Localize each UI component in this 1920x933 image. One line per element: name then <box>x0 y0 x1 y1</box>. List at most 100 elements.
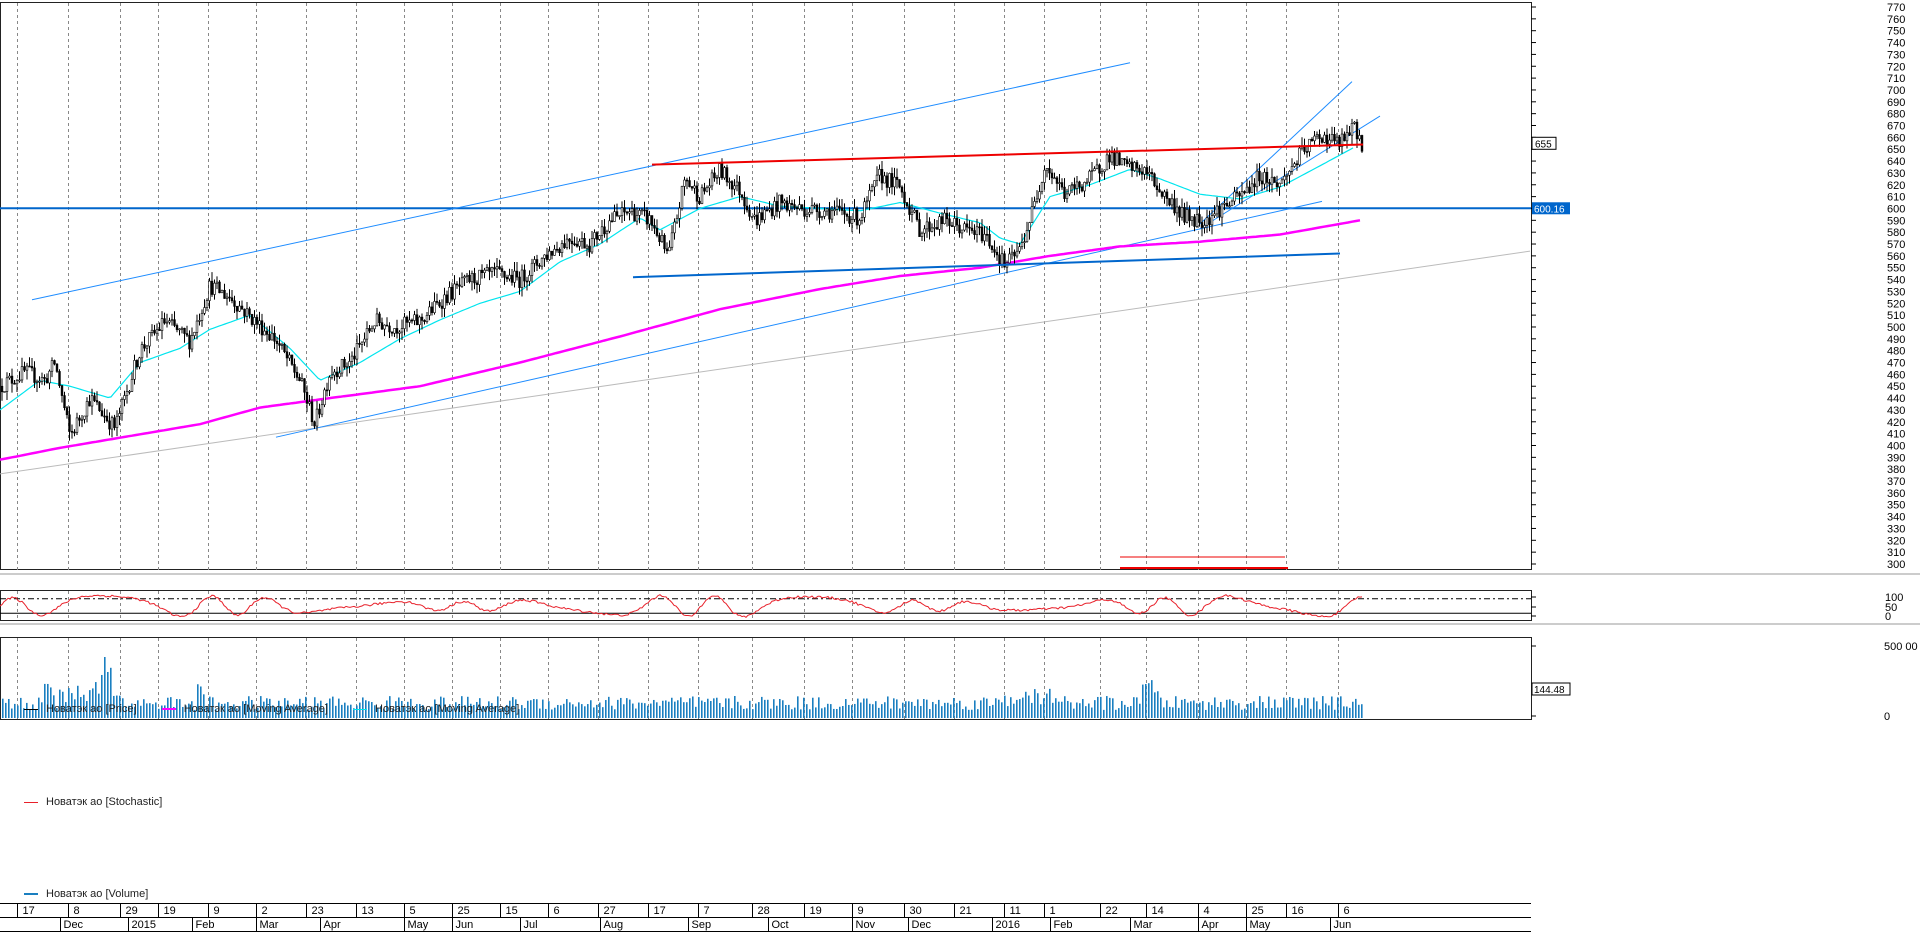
candle <box>58 369 61 388</box>
candle <box>1348 126 1351 136</box>
candle <box>968 220 971 236</box>
candle-body <box>935 227 939 230</box>
candle-body <box>1215 205 1219 215</box>
candle-body <box>683 179 686 187</box>
volume-bar <box>1298 698 1300 718</box>
candle-body <box>653 225 656 229</box>
candle <box>1238 191 1241 204</box>
volume-bar <box>512 697 514 718</box>
candle <box>693 180 696 194</box>
candle-body <box>1095 164 1099 169</box>
candle-body <box>1348 132 1351 136</box>
volume-bar <box>638 702 640 718</box>
volume-bar <box>1307 698 1309 718</box>
candle-body <box>758 212 761 226</box>
candle <box>780 193 784 211</box>
volume-bar <box>1229 699 1231 718</box>
candle <box>125 384 129 404</box>
candle-body <box>270 332 274 341</box>
candle <box>135 359 139 370</box>
candle-body <box>450 286 454 300</box>
candle-body <box>1290 166 1294 172</box>
candle-body <box>1273 176 1276 183</box>
y-tick-label: 420 <box>1887 417 1905 429</box>
volume-bar <box>1331 696 1333 718</box>
candle <box>143 336 146 352</box>
candle <box>490 266 494 278</box>
candle-body <box>1080 186 1084 192</box>
candle <box>538 263 541 269</box>
candle <box>33 361 36 389</box>
y-tick-label: 700 <box>1887 85 1905 97</box>
price-panel[interactable] <box>0 62 1531 569</box>
candle <box>925 212 929 238</box>
candle-body <box>488 267 491 272</box>
candle <box>295 366 299 381</box>
candle-body <box>1343 133 1346 142</box>
candle <box>1048 159 1051 180</box>
candle-body <box>1350 123 1354 136</box>
candle <box>1263 168 1266 190</box>
candle-body <box>718 163 721 178</box>
volume-bar <box>335 705 337 718</box>
candle <box>1315 131 1319 140</box>
candle <box>1088 169 1091 187</box>
candle <box>210 272 214 297</box>
candle-body <box>1298 147 1301 166</box>
candle-body <box>158 329 161 331</box>
volume-bar <box>224 703 226 718</box>
volume-bar <box>320 700 322 718</box>
volume-bar <box>1022 697 1024 718</box>
volume-bar <box>779 698 781 718</box>
volume-bar <box>632 703 634 718</box>
volume-bar <box>539 708 541 718</box>
candle <box>933 218 936 237</box>
candle-body <box>78 417 81 421</box>
candle-body <box>13 382 16 385</box>
candle-body <box>620 207 624 216</box>
candle <box>535 254 539 271</box>
candle-body <box>613 211 616 222</box>
volume-bar <box>782 700 784 718</box>
candle <box>1153 172 1156 188</box>
volume-bar <box>1181 699 1183 718</box>
candle-body <box>265 330 269 335</box>
ma-short-legend-swatch <box>353 708 368 710</box>
candle <box>1218 200 1221 221</box>
volume-bar <box>446 707 448 718</box>
volume-bar <box>794 707 796 718</box>
volume-bar <box>1352 701 1354 718</box>
candle <box>1335 132 1339 145</box>
candle <box>980 219 984 244</box>
volume-bar <box>326 703 328 718</box>
candle <box>1185 201 1189 224</box>
volume-bar <box>785 705 787 718</box>
candle <box>230 290 234 304</box>
candle-body <box>540 258 544 267</box>
candle-body <box>743 196 746 207</box>
candle-body <box>435 301 439 303</box>
candle-body <box>1050 172 1054 179</box>
candle-body <box>120 399 124 414</box>
volume-bar <box>776 705 778 718</box>
horizontal-level-tag <box>1532 202 1570 215</box>
candle-body <box>728 181 731 183</box>
candle-body <box>8 375 11 379</box>
candle <box>1135 160 1139 177</box>
candle <box>1093 166 1096 172</box>
candle-body <box>1113 152 1116 166</box>
volume-bar <box>1085 706 1087 718</box>
candle <box>965 214 969 233</box>
candle <box>103 408 106 423</box>
candle <box>128 389 131 395</box>
candle-body <box>603 226 606 235</box>
day-tick-label: 25 <box>458 905 470 917</box>
candle <box>1235 186 1239 198</box>
candle <box>5 372 9 401</box>
volume-bar <box>587 704 589 718</box>
candle <box>873 180 876 196</box>
volume-bar <box>431 706 433 718</box>
y-tick-label: 320 <box>1887 535 1905 547</box>
